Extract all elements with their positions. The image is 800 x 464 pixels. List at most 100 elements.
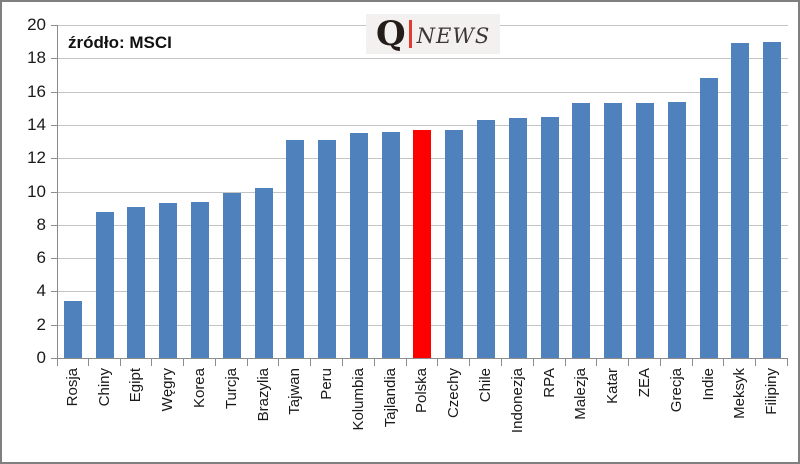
x-label-slot: Meksyk [724,366,756,462]
bar-slot [152,25,184,358]
bar-brazylia [254,188,273,358]
x-axis-tick [89,359,121,366]
x-axis-label-tajlandia: Tajlandia [381,368,399,428]
x-axis-tick [184,359,216,366]
x-axis-label-czechy: Czechy [445,368,463,419]
bar-grecja [667,101,686,358]
y-axis-tick [51,158,57,160]
y-axis-tick [51,258,57,260]
bar-turcja [222,193,241,358]
x-label-slot: Brazylia [248,366,280,462]
x-label-slot: Czechy [438,366,470,462]
x-axis-tick [438,359,471,366]
bar-slot [597,25,629,358]
x-axis-labels: Rosja Chiny Egipt Węgry Korea Turcja Brazylia T… [57,366,788,462]
x-label-slot: Grecja [661,366,693,462]
y-axis-tick-label: 14 [27,114,46,134]
bar-chile [477,119,496,358]
logo-q-letter: Q [376,14,406,54]
x-axis-tick [248,359,280,366]
bar-filipiny [763,41,782,358]
x-label-slot: ZEA [629,366,661,462]
bar-kolumbia [349,133,368,358]
x-axis-tick [756,359,788,366]
x-label-slot: Tajwan [279,366,311,462]
x-axis-tick [470,359,502,366]
y-axis-tick-label: 18 [27,48,46,68]
qnews-logo: Q NEWS [366,14,501,54]
x-axis-label-indonezja: Indonezja [508,368,526,434]
bar-malezja [572,103,591,358]
x-axis-label-filipiny: Filipiny [763,368,781,415]
x-label-slot: Indie [693,366,725,462]
bar-slot [184,25,216,358]
x-axis-tick [661,359,693,366]
y-axis-tick-label: 12 [27,148,46,168]
x-label-slot: Tajlandia [375,366,407,462]
y-axis-tick [51,358,57,359]
x-axis-label-chiny: Chiny [95,368,113,407]
bar-slot [438,25,470,358]
x-axis-tick [343,359,375,366]
x-label-slot: Chile [470,366,502,462]
x-axis-tick [407,359,439,366]
logo-red-bar-icon [408,20,412,48]
x-axis-label-zea: ZEA [635,368,653,398]
x-label-slot: Indonezja [502,366,534,462]
bar-slot [375,25,407,358]
x-label-slot: Katar [597,366,629,462]
x-label-slot: Peru [311,366,343,462]
x-axis-tick [502,359,534,366]
y-axis-tick [51,124,57,126]
y-axis-tick [51,324,57,326]
x-label-slot: Filipiny [756,366,788,462]
x-axis-tick [279,359,312,366]
gridline [57,124,788,126]
x-axis-tick [534,359,566,366]
x-label-slot: Malezja [566,366,598,462]
x-axis-label-korea: Korea [191,368,209,409]
x-axis-label-kolumbia: Kolumbia [349,368,367,431]
x-label-slot: Węgry [152,366,184,462]
bar-slot [407,25,439,358]
y-axis-tick [51,224,57,226]
x-axis-tick [311,359,344,366]
bar-rosja [63,301,82,358]
x-axis-tick [152,359,185,366]
bar-rpa [540,116,559,358]
bar-korea [191,201,210,358]
source-annotation: źródło: MSCI [68,33,172,52]
x-axis-label-brazylia: Brazylia [254,368,272,422]
x-axis-label-rosja: Rosja [63,368,81,407]
x-axis-label-chile: Chile [477,368,495,403]
x-axis-tick [724,359,757,366]
x-axis-label-katar: Katar [604,368,622,404]
x-axis-tick [375,359,407,366]
x-axis-line [57,358,788,359]
x-axis-label-grecja: Grecja [667,368,685,413]
y-axis-tick-label: 2 [36,314,46,334]
y-axis-tick [51,58,57,60]
bar-slot [89,25,121,358]
x-axis-label-meksyk: Meksyk [731,368,749,419]
bar-tajlandia [381,131,400,358]
bar-slot [502,25,534,358]
x-axis-label-indie: Indie [699,368,717,401]
x-axis-label-turcja: Turcja [222,368,240,410]
x-label-slot: Rosja [57,366,89,462]
bar-slot [121,25,153,358]
bar-peru [318,139,337,358]
bar-katar [604,103,623,358]
bar-slot [629,25,661,358]
x-axis-tick [216,359,248,366]
bar-highlight-polska [413,129,432,358]
y-axis-tick-label: 16 [27,81,46,101]
bar-węgry [159,203,178,358]
x-axis-label-tajwan: Tajwan [286,368,304,415]
x-axis-tick [566,359,598,366]
bar-slot [57,25,89,358]
y-axis-tick-label: 4 [36,281,46,301]
bar-egipt [127,206,146,358]
bar-zea [635,103,654,358]
